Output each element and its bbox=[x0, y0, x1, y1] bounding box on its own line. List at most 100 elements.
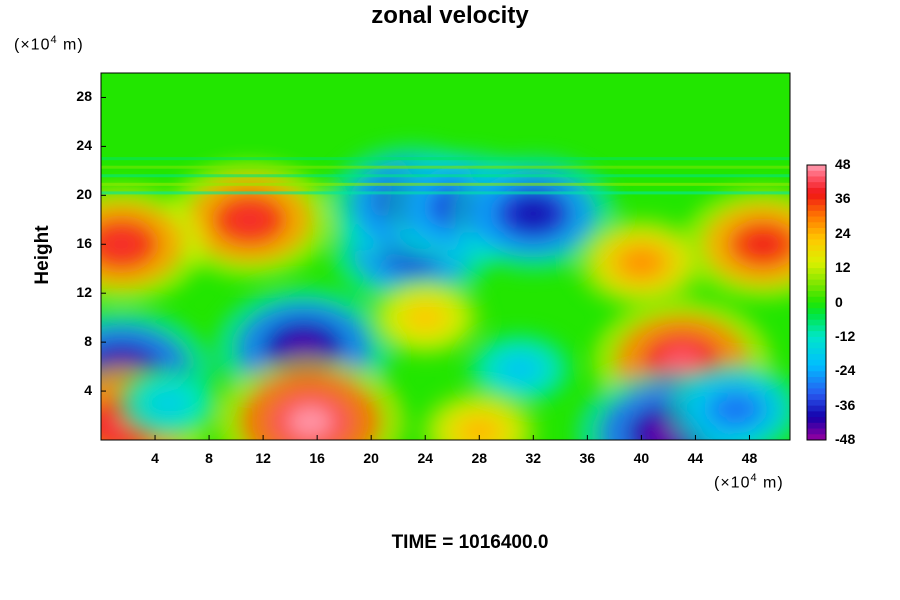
x-tick-label: 40 bbox=[633, 450, 650, 466]
y-tick-label: 12 bbox=[76, 284, 92, 301]
colorbar-cell bbox=[807, 325, 826, 332]
colorbar-cell bbox=[807, 256, 826, 263]
chart-title: zonal velocity bbox=[371, 2, 529, 29]
y-unit-label: (×104 m) bbox=[14, 34, 84, 54]
stratified-band bbox=[101, 182, 790, 186]
velocity-feature bbox=[156, 395, 181, 412]
colorbar-cell bbox=[807, 285, 826, 292]
velocity-feature bbox=[626, 252, 657, 273]
colorbar-cell bbox=[807, 417, 826, 424]
colorbar-cell bbox=[807, 359, 826, 367]
colorbar-cell bbox=[807, 394, 826, 401]
colorbar-cell bbox=[807, 313, 826, 321]
colorbar-cell bbox=[807, 422, 826, 430]
x-tick-label: 24 bbox=[417, 450, 434, 466]
colorbar-cell bbox=[807, 170, 826, 177]
y-tick-label: 16 bbox=[76, 235, 92, 252]
colorbar-tick-label: -12 bbox=[835, 327, 856, 344]
colorbar-cell bbox=[807, 239, 826, 246]
colorbar-cell bbox=[807, 279, 826, 286]
colorbar-cell bbox=[807, 331, 826, 338]
colorbar-cell bbox=[807, 245, 826, 252]
colorbar-cell bbox=[807, 262, 826, 269]
colorbar-cell bbox=[807, 291, 826, 298]
x-unit-label: (×104 m) bbox=[714, 472, 784, 492]
x-tick-label: 20 bbox=[363, 450, 379, 466]
x-tick-label: 4 bbox=[151, 450, 159, 466]
colorbar-cell bbox=[807, 405, 826, 412]
colorbar-cell bbox=[807, 348, 826, 355]
velocity-feature bbox=[507, 360, 533, 378]
x-tick-label: 44 bbox=[687, 450, 704, 466]
x-tick-label: 8 bbox=[205, 450, 213, 466]
colorbar-cell bbox=[807, 336, 826, 344]
colorbar-cell bbox=[807, 399, 826, 407]
velocity-feature bbox=[230, 206, 269, 233]
velocity-feature bbox=[465, 421, 493, 440]
colorbar-cell bbox=[807, 216, 826, 223]
colorbar-cell bbox=[807, 308, 826, 315]
colorbar-tick-label: 0 bbox=[835, 293, 843, 310]
x-tick-label: 12 bbox=[255, 450, 271, 466]
colorbar-cell bbox=[807, 222, 826, 229]
velocity-feature bbox=[283, 334, 324, 363]
x-tick-label: 16 bbox=[309, 450, 325, 466]
velocity-feature bbox=[412, 308, 439, 327]
colorbar-tick-label: -48 bbox=[835, 431, 856, 447]
colorbar-cell bbox=[807, 371, 826, 378]
x-tick-label: 28 bbox=[471, 450, 488, 466]
time-label: TIME = 1016400.0 bbox=[391, 532, 549, 553]
colorbar-cell bbox=[807, 250, 826, 258]
y-tick-label: 28 bbox=[76, 88, 92, 105]
colorbar-tick-label: 36 bbox=[835, 190, 851, 207]
colorbar-tick-label: 48 bbox=[835, 156, 851, 172]
colorbar-cell bbox=[807, 273, 826, 281]
colorbar-cell bbox=[807, 365, 826, 372]
colorbar-cell bbox=[807, 268, 826, 275]
colorbar-cell bbox=[807, 382, 826, 389]
colorbar-cell bbox=[807, 302, 826, 309]
colorbar-tick-label: 24 bbox=[835, 224, 851, 241]
colorbar-cell bbox=[807, 411, 826, 418]
colorbar-cell bbox=[807, 354, 826, 361]
velocity-feature bbox=[720, 398, 752, 421]
x-tick-label: 32 bbox=[525, 450, 542, 466]
colorbar-cell bbox=[807, 388, 826, 395]
plot-frame bbox=[100, 72, 791, 441]
stratified-band bbox=[101, 191, 790, 195]
x-tick-label: 36 bbox=[579, 450, 596, 466]
colorbar-cell bbox=[807, 228, 826, 235]
y-tick-label: 20 bbox=[76, 186, 92, 203]
colorbar-cell bbox=[807, 296, 826, 303]
colorbar-cell bbox=[807, 199, 826, 206]
velocity-feature bbox=[514, 200, 552, 227]
stratified-band bbox=[101, 165, 790, 169]
colorbar-cell bbox=[807, 233, 826, 240]
y-tick-label: 4 bbox=[84, 382, 92, 399]
y-tick-label: 24 bbox=[76, 137, 92, 154]
y-tick-label: 8 bbox=[84, 333, 92, 350]
colorbar-cell bbox=[807, 210, 826, 218]
velocity-feature bbox=[289, 406, 332, 437]
colorbar-cell bbox=[807, 376, 826, 384]
x-tick-label: 48 bbox=[741, 450, 758, 466]
stratified-band bbox=[101, 174, 790, 178]
colorbar-cell bbox=[807, 182, 826, 189]
colorbar-cell bbox=[807, 319, 826, 326]
colorbar-tick-label: -24 bbox=[835, 362, 856, 379]
colorbar-cell bbox=[807, 193, 826, 200]
velocity-feature bbox=[102, 231, 140, 258]
colorbar-cell bbox=[807, 342, 826, 349]
colorbar-cell bbox=[807, 428, 826, 435]
colorbar-tick-label: -36 bbox=[835, 396, 856, 413]
velocity-feature bbox=[744, 231, 781, 257]
colorbar-cell bbox=[807, 205, 826, 212]
colorbar-cell bbox=[807, 434, 826, 441]
colorbar-cell bbox=[807, 176, 826, 183]
colorbar-frame bbox=[806, 164, 827, 441]
velocity-feature bbox=[662, 346, 702, 375]
colorbar-tick-label: 12 bbox=[835, 259, 851, 276]
stratified-band bbox=[101, 157, 790, 161]
colorbar-cell bbox=[807, 165, 826, 172]
colorbar-cell bbox=[807, 187, 826, 195]
